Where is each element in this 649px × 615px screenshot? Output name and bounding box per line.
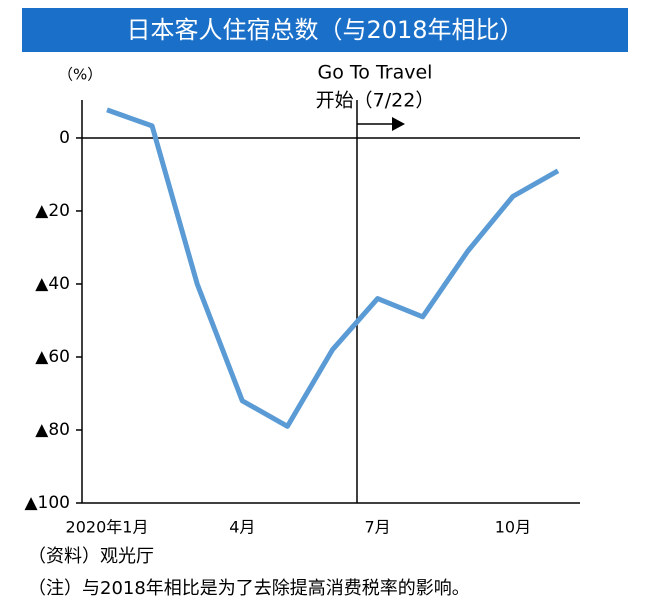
x-tick-label: 10月: [495, 518, 531, 537]
y-tick-label: ▲80: [35, 420, 70, 440]
y-tick-label: ▲40: [35, 274, 70, 294]
note: （注）与2018年相比是为了去除提高消费税率的影响。: [28, 578, 470, 599]
data-line: [106, 107, 560, 429]
chart-title: 日本客人住宿总数（与2018年相比）: [126, 16, 523, 44]
title-bar: [22, 8, 628, 52]
annotation: Go To Travel: [318, 62, 433, 84]
arrow-head: [392, 117, 405, 131]
y-tick-label: ▲20: [35, 201, 70, 221]
annotation: 开始（7/22）: [316, 90, 435, 112]
y-tick-label: ▲60: [35, 347, 70, 367]
note: （资料）观光厅: [28, 546, 154, 567]
x-tick-label: 4月: [229, 518, 255, 537]
x-tick-label: 7月: [365, 518, 391, 537]
y-unit: （%）: [58, 66, 102, 84]
y-tick-label: 0: [59, 128, 70, 148]
y-tick-label: ▲100: [24, 493, 70, 513]
x-tick-label: 2020年1月: [66, 518, 149, 537]
